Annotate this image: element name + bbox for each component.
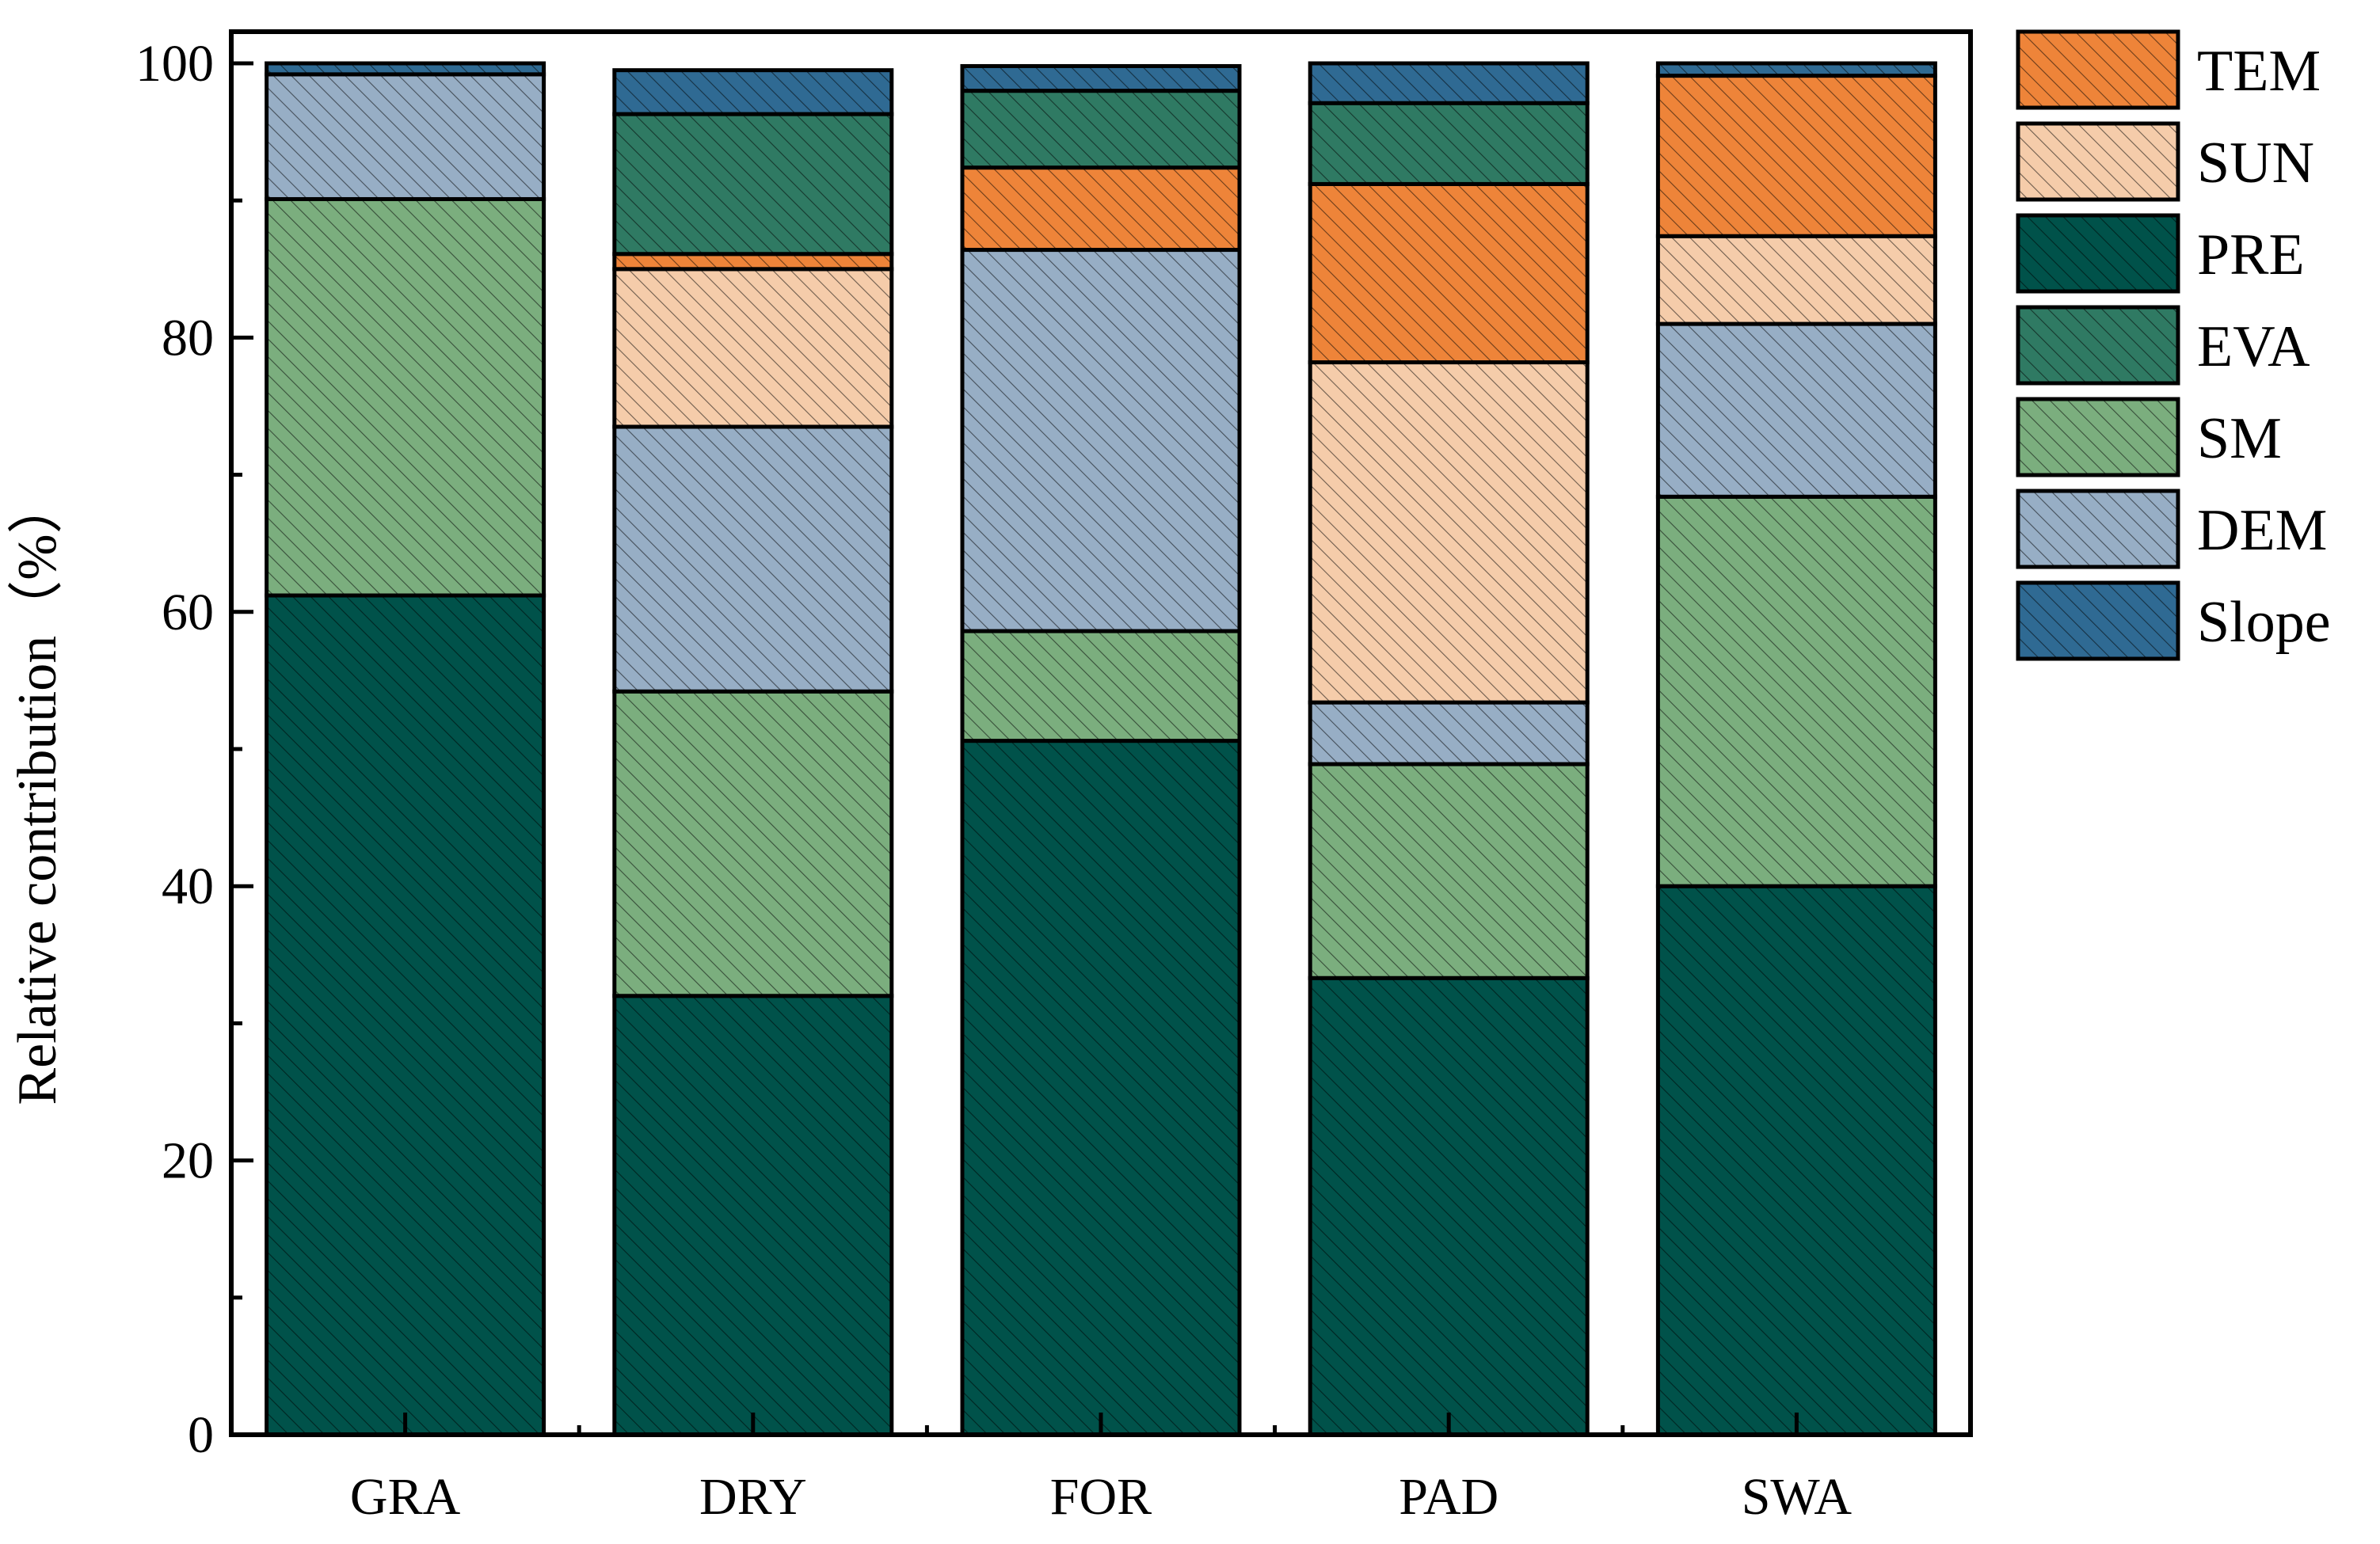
bar-segment-swa-slope xyxy=(1655,61,1937,78)
y-tick-label-60: 60 xyxy=(162,584,214,641)
x-tick-label-pad: PAD xyxy=(1399,1468,1498,1526)
legend-label-pre: PRE xyxy=(2197,222,2305,287)
legend-item-sm: SM xyxy=(2016,397,2282,477)
bar-segment-gra-pre xyxy=(265,593,546,1437)
y-tick-label-20: 20 xyxy=(162,1132,214,1190)
legend-label-slope: Slope xyxy=(2197,590,2331,655)
legend-label-dem: DEM xyxy=(2197,498,2327,563)
x-tick-label-gra: GRA xyxy=(350,1468,461,1526)
bar-segment-pad-pre xyxy=(1308,975,1590,1437)
bar-segment-gra-dem xyxy=(265,72,546,201)
plot-frame xyxy=(229,29,1973,1437)
bar-segment-dry-eva xyxy=(612,112,894,257)
legend-item-pre: PRE xyxy=(2016,213,2305,294)
bar-segment-pad-tem xyxy=(1308,181,1590,365)
bar-segment-dry-sun xyxy=(612,267,894,429)
bar-segment-pad-sun xyxy=(1308,360,1590,705)
bar-segment-swa-sm xyxy=(1655,494,1937,888)
y-axis-title: Relative contribution（%） xyxy=(7,478,68,1105)
bar-segment-for-sm xyxy=(960,629,1242,743)
bar-segment-for-dem xyxy=(960,248,1242,633)
legend-item-slope: Slope xyxy=(2016,580,2331,661)
bar-segment-for-tem xyxy=(960,165,1242,253)
y-tick-label-40: 40 xyxy=(162,858,214,915)
bar-segment-pad-dem xyxy=(1308,700,1590,766)
legend-item-tem: TEM xyxy=(2016,29,2321,110)
bar-segment-for-slope xyxy=(960,63,1242,93)
legend-item-eva: EVA xyxy=(2016,305,2310,386)
bar-segment-dry-dem xyxy=(612,424,894,694)
bar-segment-swa-sun xyxy=(1655,234,1937,326)
legend-label-eva: EVA xyxy=(2197,314,2310,379)
x-tick-label-for: FOR xyxy=(1050,1468,1152,1526)
legend-label-sm: SM xyxy=(2197,406,2282,471)
bar-segment-pad-slope xyxy=(1308,61,1590,105)
bar-segment-dry-tem xyxy=(612,252,894,272)
legend-label-sun: SUN xyxy=(2197,131,2314,196)
bar-segment-for-eva xyxy=(960,89,1242,170)
legend-label-tem: TEM xyxy=(2197,39,2321,104)
y-tick-label-0: 0 xyxy=(188,1406,214,1464)
legend: TEM SUN PRE EVA SM DEM Slope xyxy=(2016,29,2331,661)
bar-segment-dry-slope xyxy=(612,68,894,116)
bars xyxy=(265,61,1937,1437)
x-tick-label-swa: SWA xyxy=(1742,1468,1853,1526)
bar-segment-swa-dem xyxy=(1655,321,1937,499)
x-tick-label-dry: DRY xyxy=(699,1468,807,1526)
bar-segment-swa-tem xyxy=(1655,74,1937,238)
axes: GRA DRY FOR PAD SWA 0 20 40 60 80 100 xyxy=(135,29,1973,1526)
y-tick-label-80: 80 xyxy=(162,309,214,367)
bar-segment-pad-eva xyxy=(1308,101,1590,186)
bar-segment-swa-pre xyxy=(1655,884,1937,1437)
legend-item-dem: DEM xyxy=(2016,489,2327,569)
bar-segment-for-pre xyxy=(960,739,1242,1437)
bar-segment-pad-sm xyxy=(1308,762,1590,980)
bar-segment-gra-sm xyxy=(265,196,546,598)
bar-segment-gra-slope xyxy=(265,61,546,77)
legend-item-sun: SUN xyxy=(2016,121,2314,202)
bar-segment-dry-sm xyxy=(612,689,894,998)
bar-segment-dry-pre xyxy=(612,994,894,1437)
y-tick-label-100: 100 xyxy=(135,35,214,93)
